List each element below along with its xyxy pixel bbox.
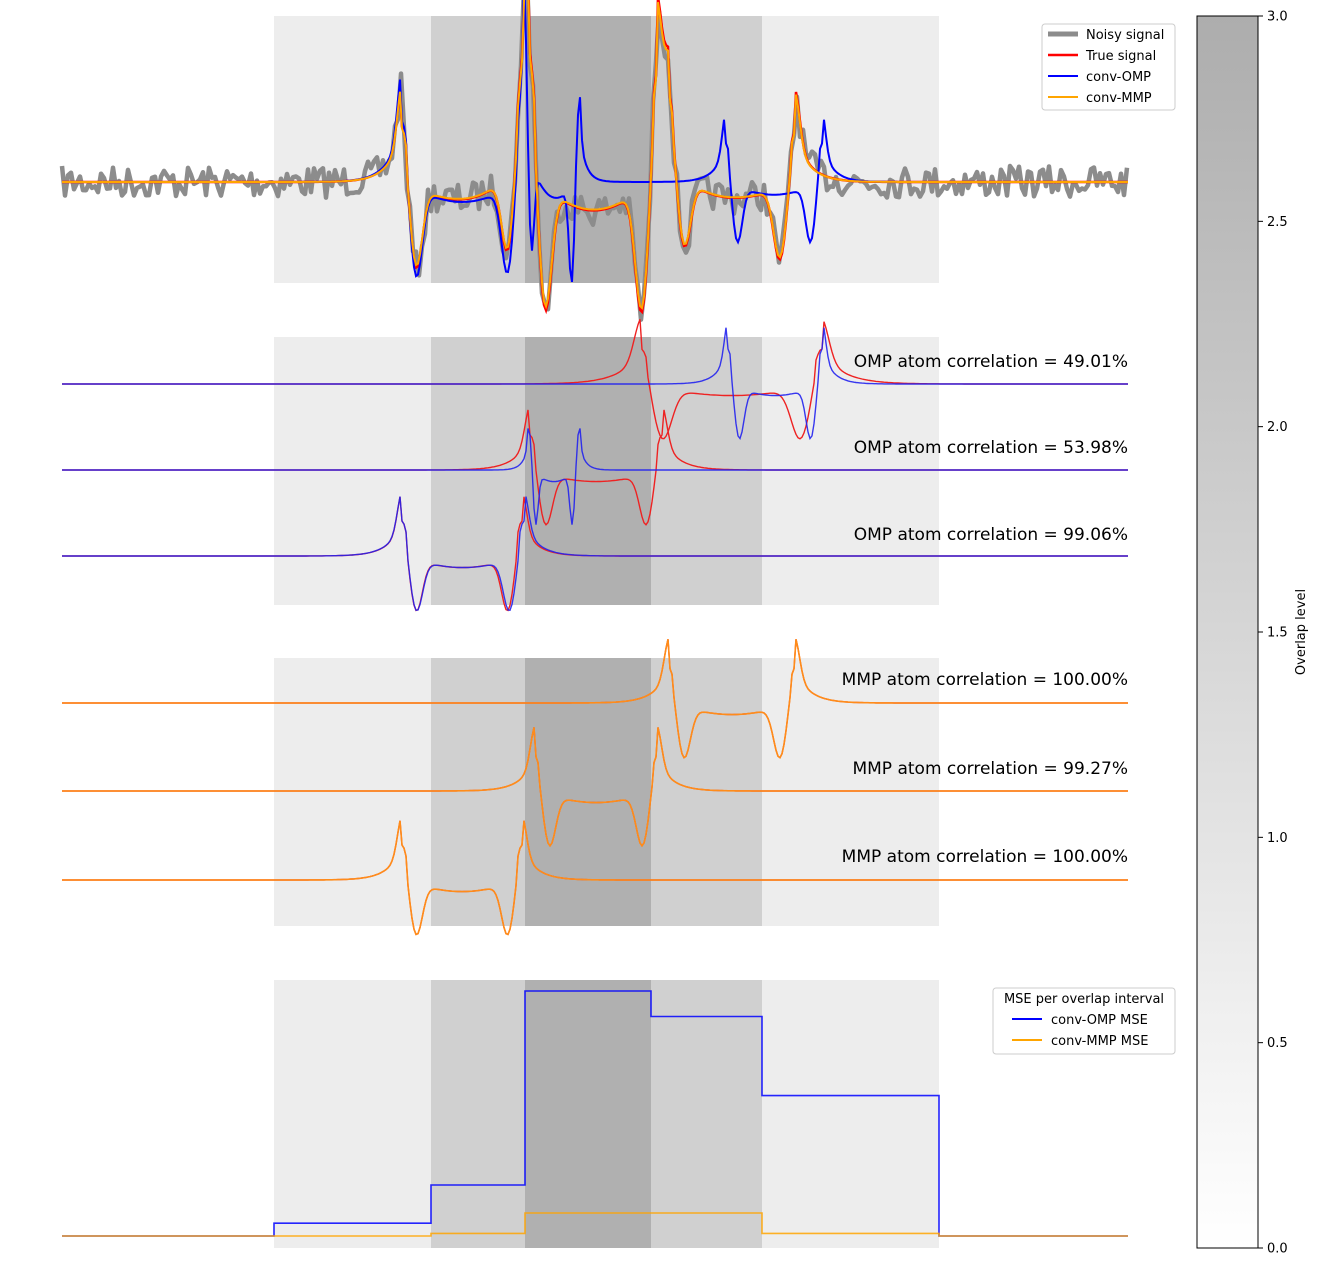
overlap-band-5 [762, 16, 939, 283]
colorbar-tick-label: 1.0 [1267, 831, 1288, 846]
overlap-band-3 [525, 337, 651, 605]
mmp-atom-lines [62, 639, 1128, 936]
colorbar-tick-label: 2.0 [1267, 420, 1288, 435]
mmp-correlation-2: MMP atom correlation = 99.27% [852, 759, 1128, 779]
overlap-band-5 [762, 980, 939, 1248]
colorbar-label: Overlap level [1294, 589, 1309, 675]
overlap-band-4 [651, 658, 762, 926]
mmp-est-atom-1 [62, 639, 1128, 759]
mmp-est-atom-2 [62, 727, 1128, 848]
legend-label-mmp: conv-MMP [1086, 91, 1152, 106]
overlap-band-2 [431, 658, 525, 926]
legend-label-omp-mse: conv-OMP MSE [1051, 1013, 1148, 1028]
omp-mse-line [62, 990, 1128, 1237]
mmp-correlation-3: MMP atom correlation = 100.00% [842, 847, 1128, 867]
colorbar: 0.0 0.5 1.0 1.5 2.0 2.5 3.0 Overlap level [1196, 10, 1309, 1257]
panel-mse [274, 980, 939, 1248]
omp-correlation-2: OMP atom correlation = 53.98% [854, 438, 1128, 458]
legend-label-mmp-mse: conv-MMP MSE [1051, 1034, 1148, 1049]
mse-legend-title: MSE per overlap interval [1004, 992, 1164, 1007]
overlap-band-3 [525, 16, 651, 283]
mmp-annotations: MMP atom correlation = 100.00% MMP atom … [842, 670, 1128, 867]
mmp-est-atom-3 [62, 820, 1128, 936]
legend-label-true: True signal [1085, 49, 1156, 64]
overlap-band-2 [431, 980, 525, 1248]
omp-correlation-1: OMP atom correlation = 49.01% [854, 352, 1128, 372]
colorbar-tick-label: 3.0 [1267, 10, 1288, 25]
overlap-band-1 [274, 980, 431, 1248]
panel-omp-atoms [274, 337, 939, 605]
colorbar-tick-label: 0.0 [1267, 1242, 1288, 1257]
mmp-correlation-1: MMP atom correlation = 100.00% [842, 670, 1128, 690]
overlap-band-3 [525, 658, 651, 926]
colorbar-gradient [1196, 15, 1259, 1249]
omp-est-atom-1 [62, 327, 1128, 441]
mmp-mse-line [62, 1212, 1128, 1237]
mse-legend: MSE per overlap interval conv-OMP MSE co… [992, 987, 1176, 1055]
legend-label-noisy: Noisy signal [1086, 28, 1164, 43]
overlap-band-5 [762, 658, 939, 926]
mse-lines [62, 990, 1128, 1237]
signal-lines [59, 0, 1130, 322]
overlap-band-1 [274, 337, 431, 605]
panel-signal [274, 16, 939, 283]
colorbar-tick-label: 0.5 [1267, 1036, 1288, 1051]
conv-mmp-line [62, 0, 1128, 310]
overlap-band-4 [651, 337, 762, 605]
legend-label-omp: conv-OMP [1086, 70, 1151, 85]
overlap-band-5 [762, 337, 939, 605]
colorbar-tick-label: 1.5 [1267, 626, 1288, 641]
omp-correlation-3: OMP atom correlation = 99.06% [854, 525, 1128, 545]
omp-annotations: OMP atom correlation = 49.01% OMP atom c… [854, 352, 1128, 545]
noisy-signal-line [59, 0, 1130, 322]
omp-est-atom-3 [62, 496, 1128, 611]
colorbar-tick-label: 2.5 [1267, 215, 1288, 230]
omp-atom-lines [62, 319, 1128, 612]
overlap-band-2 [431, 337, 525, 605]
signal-legend: Noisy signal True signal conv-OMP conv-M… [1041, 23, 1176, 111]
omp-est-atom-2 [62, 428, 1128, 525]
overlap-band-4 [651, 980, 762, 1248]
overlap-band-3 [525, 980, 651, 1248]
panel-mmp-atoms [274, 658, 939, 926]
